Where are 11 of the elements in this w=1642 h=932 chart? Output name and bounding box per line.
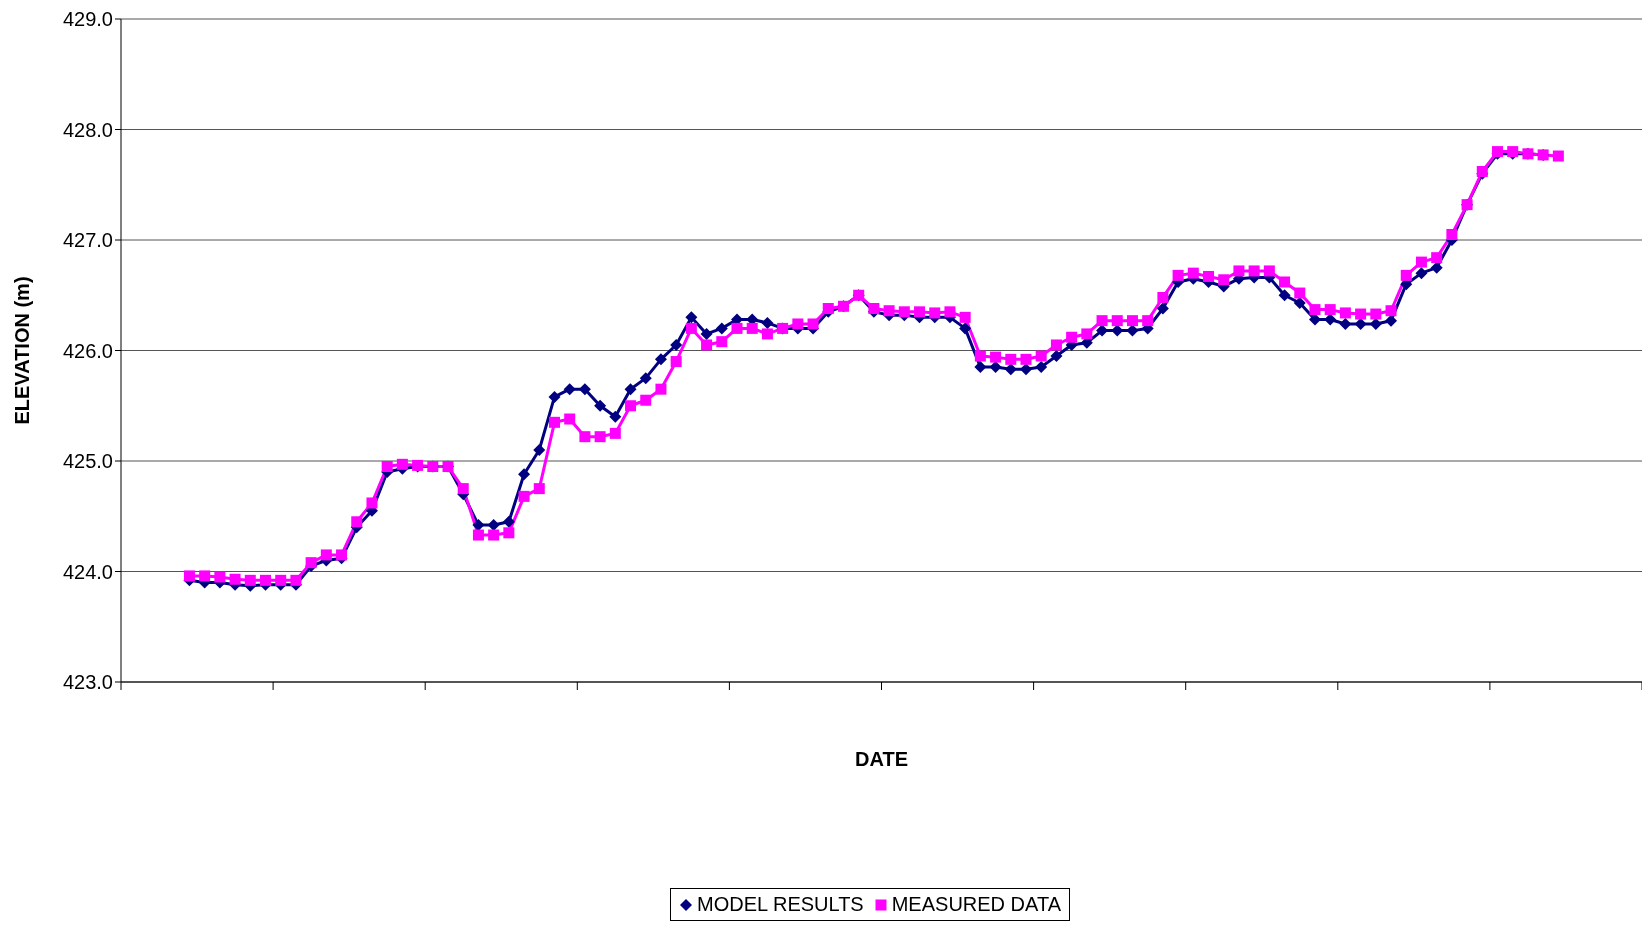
y-tick-label: 425.0 — [62, 450, 113, 473]
y-tick-label: 424.0 — [62, 560, 113, 583]
y-tick-label: 427.0 — [62, 229, 113, 252]
y-axis-title: ELEVATION (m) — [11, 276, 34, 425]
y-tick-label: 426.0 — [62, 339, 113, 362]
y-tick-label: 428.0 — [62, 118, 113, 141]
x-axis-title: DATE — [855, 748, 908, 771]
y-tick-label: 423.0 — [62, 671, 113, 694]
legend-label: MEASURED DATA — [891, 893, 1061, 916]
y-tick-label: 429.0 — [62, 8, 113, 31]
legend-label: MODEL RESULTS — [697, 893, 864, 916]
